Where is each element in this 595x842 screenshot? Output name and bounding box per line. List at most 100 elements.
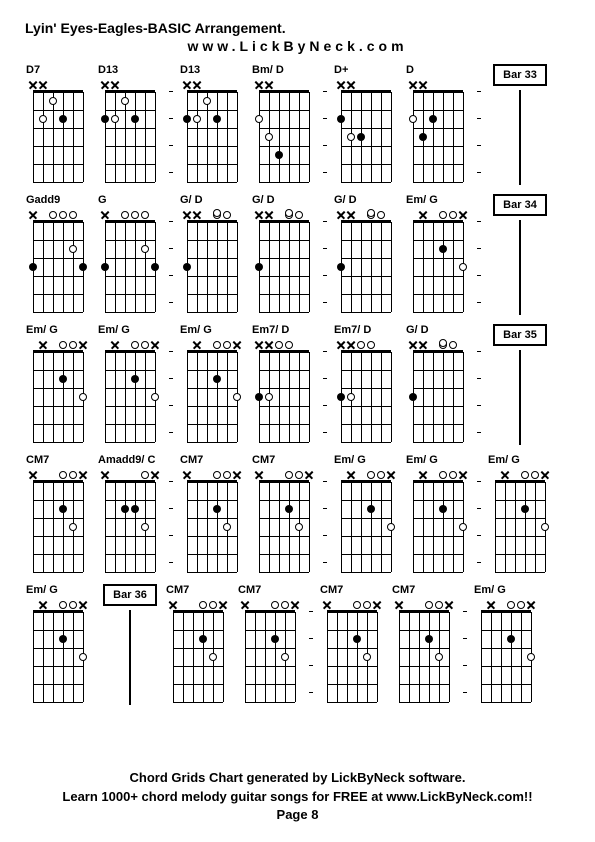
- chord-diagram: [183, 338, 241, 446]
- chord-name: G: [96, 194, 164, 208]
- chord-name: Em/ G: [178, 324, 246, 338]
- chord-diagram: [183, 208, 241, 316]
- chord-cell: Em/ G: [405, 194, 471, 316]
- chord-cell: D13: [179, 64, 245, 186]
- chord-row: CM7Amadd9/ CCM7CM7Em/ GEm/ GEm/ G: [25, 454, 570, 576]
- chord-diagram: [29, 208, 87, 316]
- chord-row: Em/ GEm/ GEm/ GEm7/ DEm7/ DG/ DBar 35: [25, 324, 570, 446]
- chord-name: CM7: [24, 454, 92, 468]
- chord-name: CM7: [178, 454, 246, 468]
- bar-line: [129, 610, 131, 705]
- chord-cell: Em/ G: [473, 584, 539, 706]
- chord-diagram: [409, 208, 467, 316]
- chord-diagram: [29, 338, 87, 446]
- separator: [477, 78, 481, 186]
- chord-diagram: [101, 208, 159, 316]
- separator: [169, 468, 173, 576]
- bar-line: [519, 220, 521, 315]
- footer: Chord Grids Chart generated by LickByNec…: [0, 769, 595, 824]
- chord-name: CM7: [164, 584, 232, 598]
- bar-box: Bar 33: [493, 64, 547, 86]
- song-title: Lyin' Eyes-Eagles-BASIC Arrangement.: [25, 20, 570, 36]
- chord-name: CM7: [318, 584, 386, 598]
- chord-name: Gadd9: [24, 194, 92, 208]
- chord-name: D7: [24, 64, 92, 78]
- separator: [169, 338, 173, 446]
- chord-cell: Em/ G: [179, 324, 245, 446]
- chord-diagram: [395, 598, 453, 706]
- separator: [323, 78, 327, 186]
- chord-diagram: [241, 598, 299, 706]
- chord-cell: D13: [97, 64, 163, 186]
- chord-cell: D: [405, 64, 471, 186]
- chord-diagram: [409, 468, 467, 576]
- page: Lyin' Eyes-Eagles-BASIC Arrangement. www…: [0, 0, 595, 842]
- footer-line2: Learn 1000+ chord melody guitar songs fo…: [0, 788, 595, 806]
- chord-name: D13: [178, 64, 246, 78]
- chord-diagram: [255, 208, 313, 316]
- chord-name: Em/ G: [472, 584, 540, 598]
- bar-marker: Bar 35: [491, 324, 549, 445]
- chord-cell: Em7/ D: [251, 324, 317, 446]
- separator: [323, 208, 327, 316]
- chord-name: Em7/ D: [250, 324, 318, 338]
- chord-cell: G/ D: [251, 194, 317, 316]
- chord-cell: CM7: [179, 454, 245, 576]
- chord-cell: CM7: [165, 584, 231, 706]
- chord-cell: CM7: [251, 454, 317, 576]
- chord-diagram: [183, 468, 241, 576]
- chord-row: D7 D13 D13 Bm/ D D+ D Bar 33: [25, 64, 570, 186]
- chord-diagram: [255, 78, 313, 186]
- chord-cell: Em/ G: [405, 454, 471, 576]
- chord-cell: Em/ G: [25, 324, 91, 446]
- chord-diagram: [323, 598, 381, 706]
- site-url: www.LickByNeck.com: [25, 38, 570, 54]
- chord-diagram: [337, 468, 395, 576]
- footer-line1: Chord Grids Chart generated by LickByNec…: [0, 769, 595, 787]
- chord-diagram: [169, 598, 227, 706]
- chord-diagram: [409, 78, 467, 186]
- chord-name: D13: [96, 64, 164, 78]
- chord-name: Amadd9/ C: [96, 454, 164, 468]
- chord-name: Em/ G: [24, 324, 92, 338]
- chord-cell: CM7: [391, 584, 457, 706]
- chord-cell: Em/ G: [97, 324, 163, 446]
- chord-diagram: [491, 468, 549, 576]
- chord-name: G/ D: [250, 194, 318, 208]
- chord-cell: Amadd9/ C: [97, 454, 163, 576]
- chord-diagram: [101, 78, 159, 186]
- chord-row: Gadd9GG/ DG/ DG/ DEm/ GBar 34: [25, 194, 570, 316]
- chord-cell: D+: [333, 64, 399, 186]
- chord-diagram: [337, 208, 395, 316]
- chord-name: CM7: [390, 584, 458, 598]
- chord-cell: Em/ G: [25, 584, 91, 706]
- chord-name: CM7: [236, 584, 304, 598]
- chord-cell: CM7: [25, 454, 91, 576]
- chord-diagram: [255, 338, 313, 446]
- chord-diagram: [29, 468, 87, 576]
- chord-diagram: [337, 78, 395, 186]
- chord-cell: G/ D: [179, 194, 245, 316]
- separator: [477, 208, 481, 316]
- chord-name: Bm/ D: [250, 64, 318, 78]
- page-number: Page 8: [0, 806, 595, 824]
- separator: [323, 338, 327, 446]
- chord-name: D+: [332, 64, 400, 78]
- chord-cell: Gadd9: [25, 194, 91, 316]
- bar-line: [519, 90, 521, 185]
- chord-diagram: [337, 338, 395, 446]
- chord-name: Em/ G: [404, 454, 472, 468]
- chord-cell: CM7: [319, 584, 385, 706]
- chord-diagram: [255, 468, 313, 576]
- bar-box: Bar 35: [493, 324, 547, 346]
- bar-marker: Bar 36: [101, 584, 159, 705]
- chord-cell: G/ D: [405, 324, 471, 446]
- chord-cell: Bm/ D: [251, 64, 317, 186]
- chord-cell: G/ D: [333, 194, 399, 316]
- separator: [463, 598, 467, 706]
- chord-cell: Em7/ D: [333, 324, 399, 446]
- separator: [477, 468, 481, 576]
- separator: [323, 468, 327, 576]
- chord-diagram: [29, 598, 87, 706]
- bar-line: [519, 350, 521, 445]
